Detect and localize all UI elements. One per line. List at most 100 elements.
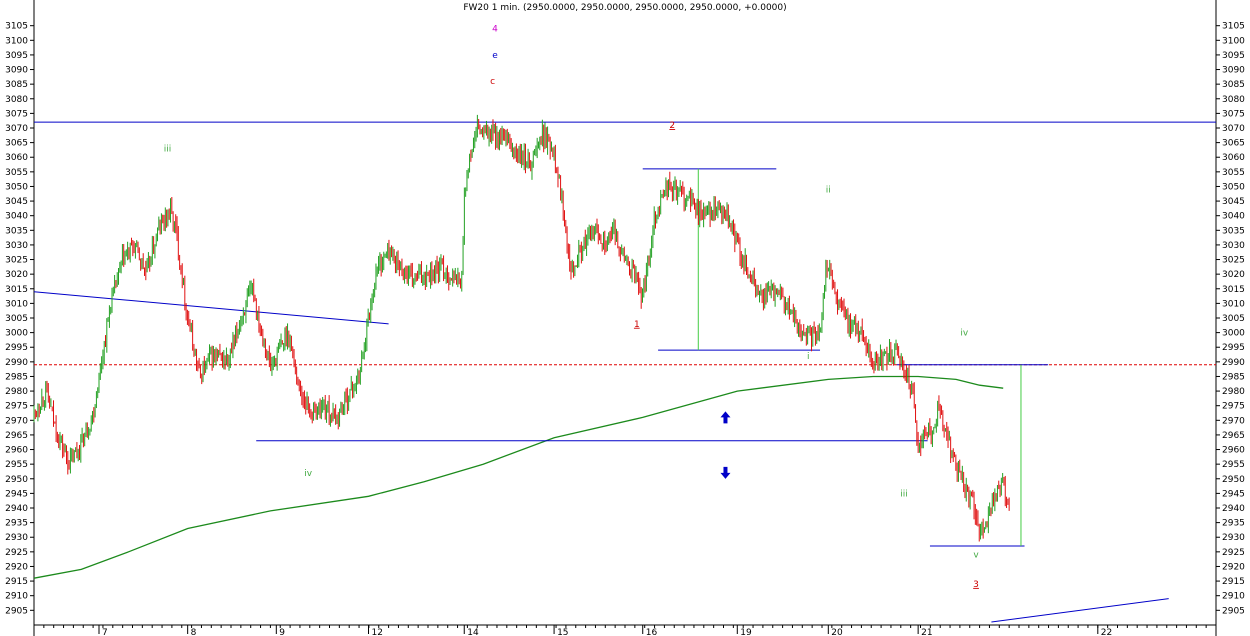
x-tick-label: 16 bbox=[646, 628, 658, 636]
y-tick-label-left: 3040 bbox=[5, 212, 28, 222]
arrow-up-icon bbox=[720, 411, 731, 424]
y-tick-label-right: 2960 bbox=[1222, 446, 1245, 456]
y-tick-label-left: 3075 bbox=[5, 109, 28, 119]
y-tick-label-right: 2910 bbox=[1222, 592, 1245, 602]
y-tick-label-left: 3015 bbox=[5, 285, 28, 295]
y-tick-label-left: 2940 bbox=[5, 504, 28, 514]
y-tick-label-left: 3095 bbox=[5, 51, 28, 61]
y-tick-label-right: 3000 bbox=[1222, 329, 1245, 339]
y-tick-label-right: 3030 bbox=[1222, 241, 1245, 251]
y-tick-label-left: 2910 bbox=[5, 592, 28, 602]
y-tick-label-left: 3060 bbox=[5, 153, 28, 163]
y-tick-label-right: 3075 bbox=[1222, 109, 1245, 119]
trend-line bbox=[991, 598, 1169, 623]
y-tick-label-left: 2970 bbox=[5, 416, 28, 426]
trend-line bbox=[33, 291, 389, 325]
y-tick-label-right: 3025 bbox=[1222, 256, 1245, 266]
y-tick-label-left: 2925 bbox=[5, 548, 28, 558]
y-tick-label-left: 2915 bbox=[5, 577, 28, 587]
y-tick-label-right: 3060 bbox=[1222, 153, 1245, 163]
y-tick-label-left: 3105 bbox=[5, 22, 28, 32]
y-tick-label-right: 3015 bbox=[1222, 285, 1245, 295]
y-tick-label-right: 2935 bbox=[1222, 519, 1245, 529]
y-tick-label-right: 2995 bbox=[1222, 343, 1245, 353]
arrows bbox=[720, 411, 731, 479]
y-tick-label-left: 2935 bbox=[5, 519, 28, 529]
wave-label: iv bbox=[960, 329, 969, 339]
y-tick-label-left: 2920 bbox=[5, 562, 28, 572]
wave-label: c bbox=[490, 77, 495, 87]
y-tick-label-left: 2945 bbox=[5, 489, 28, 499]
y-tick-label-left: 3090 bbox=[5, 66, 28, 76]
x-tick-label: 19 bbox=[740, 628, 752, 636]
x-tick-label: 14 bbox=[467, 628, 479, 636]
wave-label: i bbox=[807, 352, 810, 362]
y-tick-label-right: 2985 bbox=[1222, 372, 1245, 382]
y-tick-label-left: 3065 bbox=[5, 139, 28, 149]
wave-label: e bbox=[492, 51, 498, 61]
y-tick-label-right: 3055 bbox=[1222, 168, 1245, 178]
y-tick-label-right: 2905 bbox=[1222, 606, 1245, 616]
y-tick-label-right: 3005 bbox=[1222, 314, 1245, 324]
x-tick-label: 15 bbox=[557, 628, 568, 636]
wave-label: 2 bbox=[669, 121, 675, 131]
y-tick-label-right: 3065 bbox=[1222, 139, 1245, 149]
y-tick-label-left: 2995 bbox=[5, 343, 28, 353]
y-tick-label-left: 2960 bbox=[5, 446, 28, 456]
y-tick-label-right: 2925 bbox=[1222, 548, 1245, 558]
wave-label: 4 bbox=[492, 25, 498, 35]
y-tick-label-right: 2915 bbox=[1222, 577, 1245, 587]
x-axis: 7 8 9 12 14 15 16 19 20 21 22 bbox=[33, 625, 1217, 636]
y-tick-label-right: 3080 bbox=[1222, 95, 1245, 105]
x-tick-label: 9 bbox=[279, 628, 285, 636]
wave-label: 1 bbox=[634, 320, 640, 330]
y-tick-label-left: 3045 bbox=[5, 197, 28, 207]
y-tick-label-right: 3105 bbox=[1222, 22, 1245, 32]
y-tick-label-left: 2985 bbox=[5, 372, 28, 382]
y-tick-label-right: 3045 bbox=[1222, 197, 1245, 207]
y-tick-label-right: 2990 bbox=[1222, 358, 1245, 368]
y-tick-label-right: 3050 bbox=[1222, 182, 1245, 192]
x-tick-label: 22 bbox=[1101, 628, 1112, 636]
arrow-down-icon bbox=[720, 466, 731, 479]
y-tick-label-left: 3005 bbox=[5, 314, 28, 324]
y-tick-label-left: 2955 bbox=[5, 460, 28, 470]
y-tick-label-right: 2945 bbox=[1222, 489, 1245, 499]
y-tick-label-right: 3010 bbox=[1222, 299, 1245, 309]
y-tick-label-left: 2980 bbox=[5, 387, 28, 397]
wave-label: 3 bbox=[973, 580, 979, 590]
y-tick-label-left: 3000 bbox=[5, 329, 28, 339]
x-tick-label: 21 bbox=[921, 628, 932, 636]
y-tick-label-right: 2955 bbox=[1222, 460, 1245, 470]
wave-label: ii bbox=[826, 185, 831, 195]
y-tick-label-right: 2920 bbox=[1222, 562, 1245, 572]
y-tick-label-right: 2940 bbox=[1222, 504, 1245, 514]
y-tick-label-left: 3085 bbox=[5, 80, 28, 90]
x-tick-label: 7 bbox=[102, 628, 108, 636]
annotation-lines bbox=[33, 121, 1216, 623]
y-tick-label-right: 2950 bbox=[1222, 475, 1245, 485]
moving-average bbox=[33, 375, 1004, 579]
y-tick-label-left: 3100 bbox=[5, 36, 28, 46]
y-tick-label-left: 2950 bbox=[5, 475, 28, 485]
y-tick-label-left: 3035 bbox=[5, 226, 28, 236]
y-tick-label-left: 3030 bbox=[5, 241, 28, 251]
y-tick-label-left: 2905 bbox=[5, 606, 28, 616]
y-tick-label-right: 3100 bbox=[1222, 36, 1245, 46]
y-tick-label-left: 3070 bbox=[5, 124, 28, 134]
y-tick-label-left: 3020 bbox=[5, 270, 28, 280]
y-tick-label-right: 3070 bbox=[1222, 124, 1245, 134]
x-tick-label: 8 bbox=[191, 628, 197, 636]
wave-label: iv bbox=[304, 469, 313, 479]
y-tick-label-left: 3055 bbox=[5, 168, 28, 178]
y-tick-label-left: 3050 bbox=[5, 182, 28, 192]
y-tick-label-left: 2975 bbox=[5, 402, 28, 412]
y-tick-label-right: 3090 bbox=[1222, 66, 1245, 76]
x-tick-label: 20 bbox=[831, 628, 843, 636]
y-tick-label-right: 2980 bbox=[1222, 387, 1245, 397]
wave-label: v bbox=[973, 551, 979, 561]
y-tick-label-left: 3010 bbox=[5, 299, 28, 309]
y-tick-label-right: 2975 bbox=[1222, 402, 1245, 412]
